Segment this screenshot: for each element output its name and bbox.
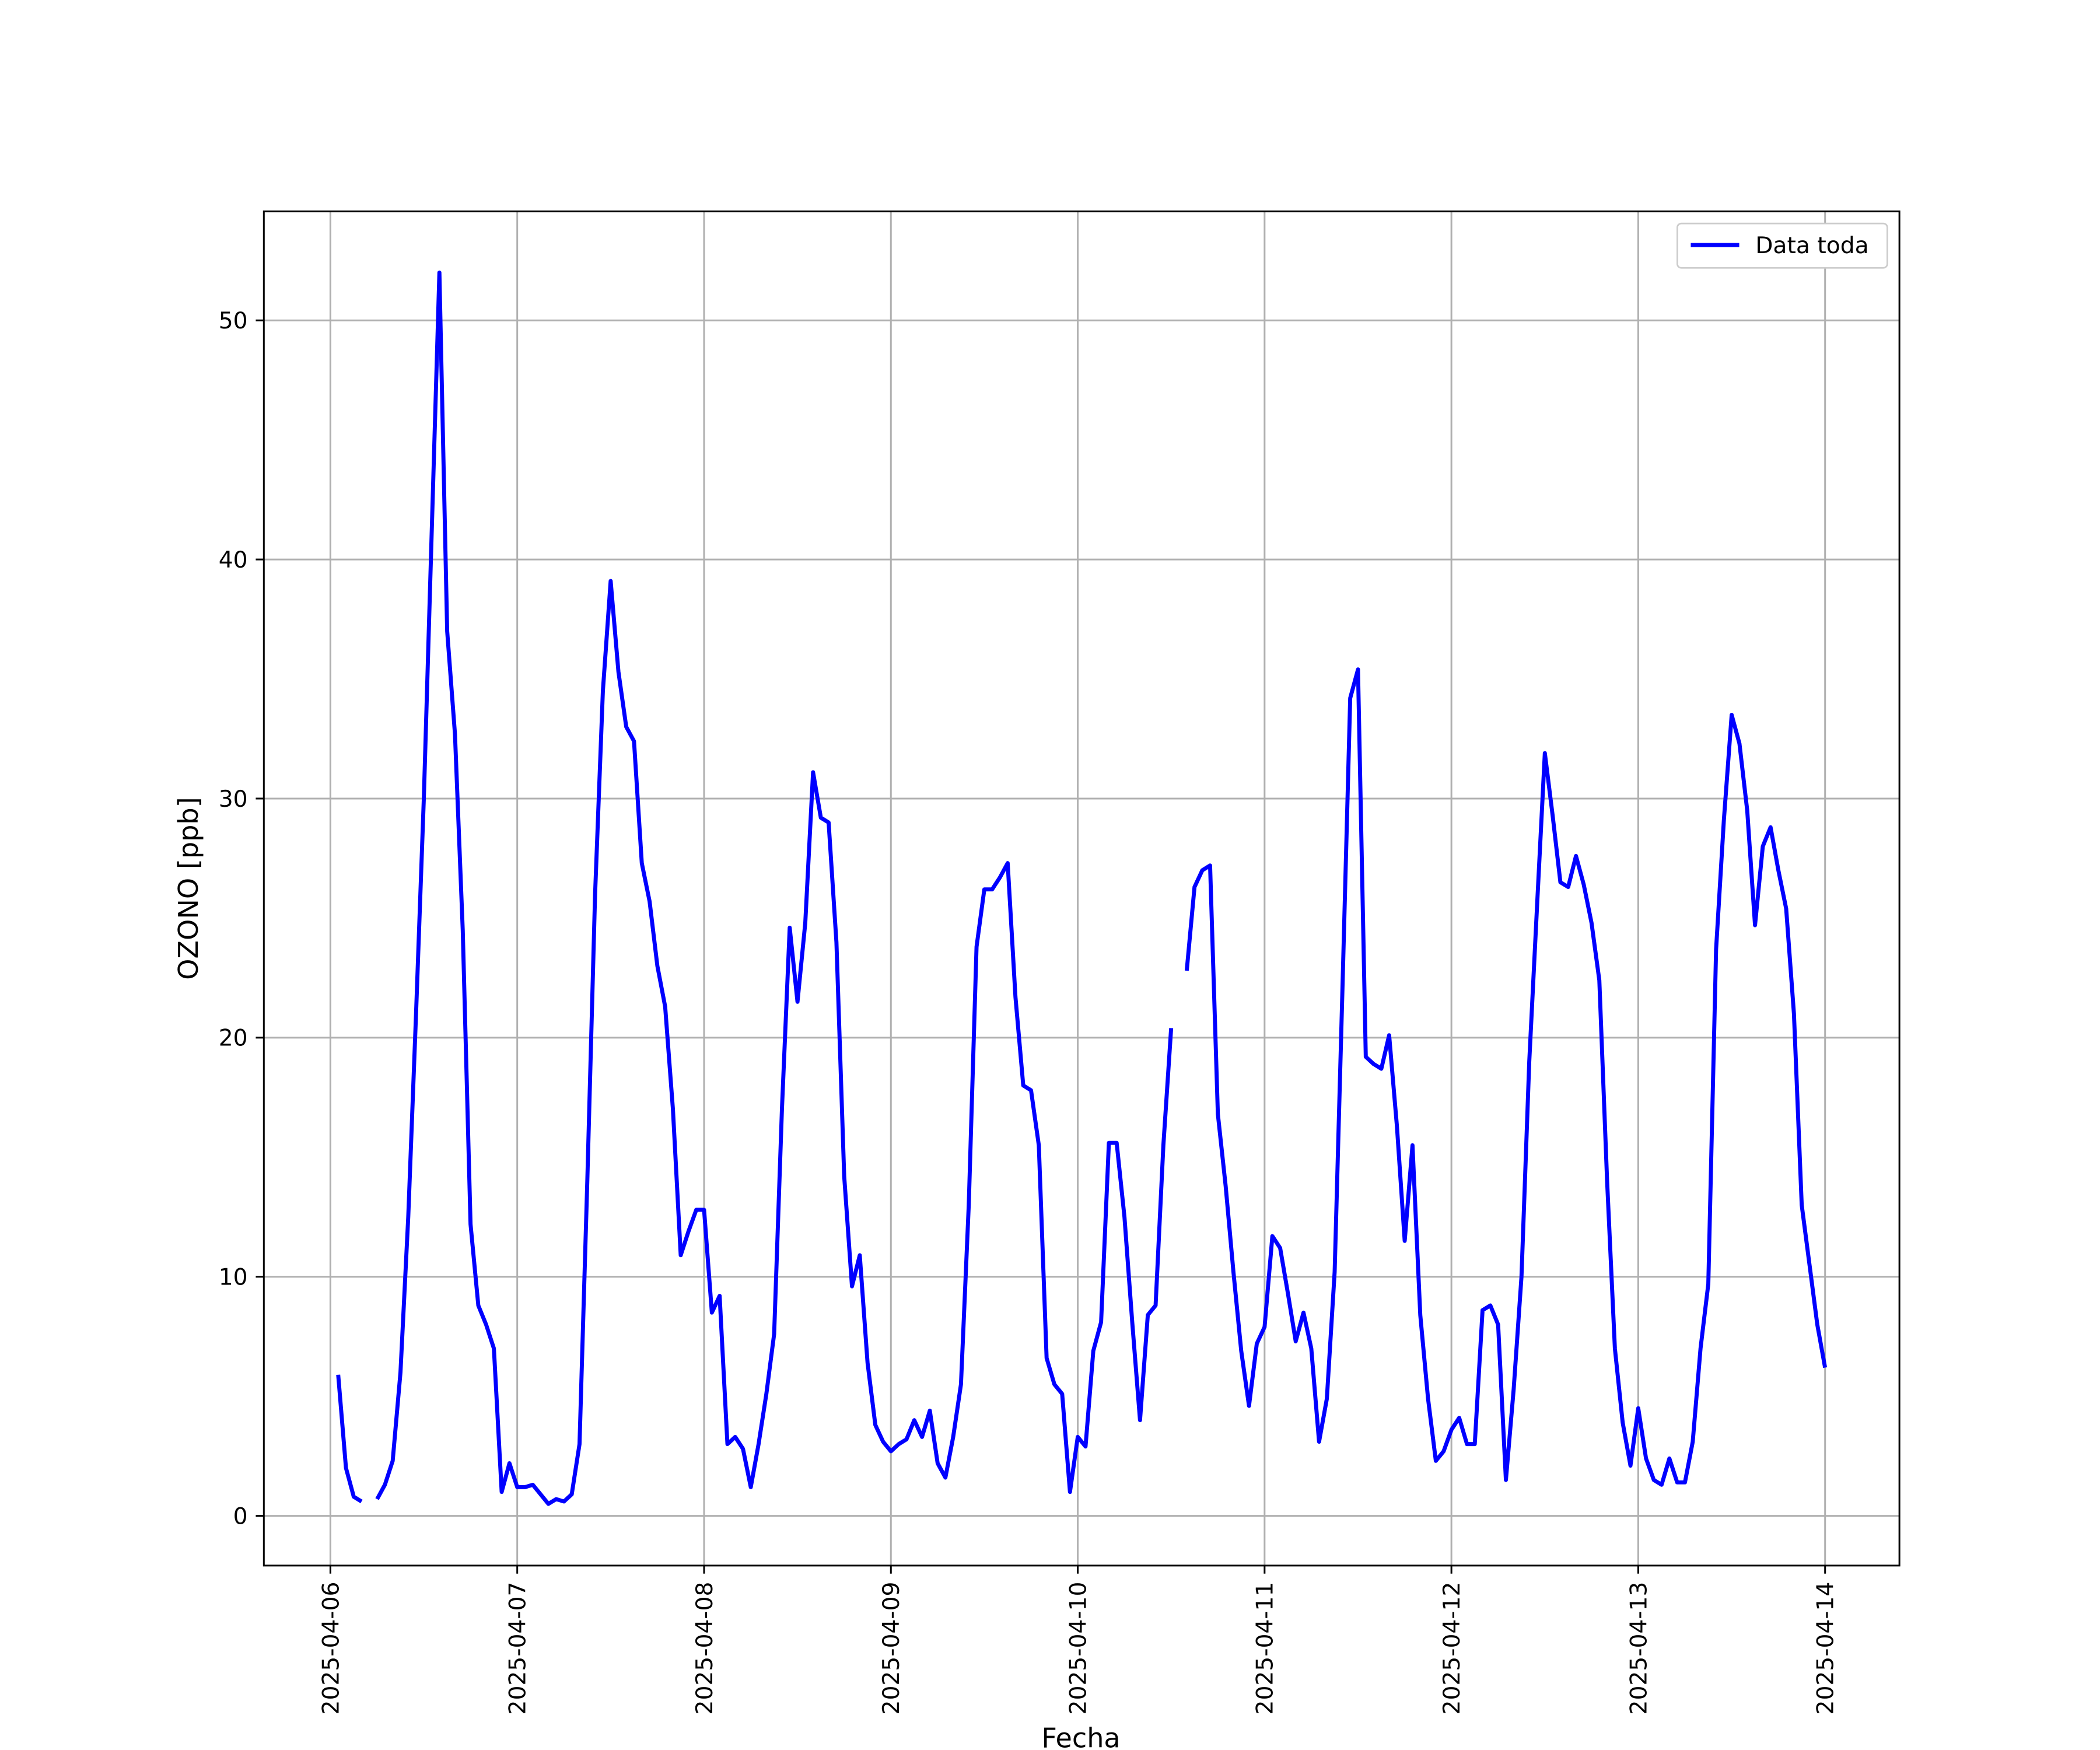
y-tick-label: 20	[219, 1026, 248, 1052]
x-tick-label: 2025-04-10	[1065, 1582, 1091, 1715]
x-tick-label: 2025-04-07	[505, 1582, 531, 1715]
plot-area	[264, 211, 1900, 1566]
legend-box	[1676, 222, 1888, 269]
y-tick-label: 30	[219, 786, 248, 813]
y-axis-label: OZONO [ppb]	[173, 797, 204, 980]
axes-frame	[262, 210, 1901, 1567]
x-tick-label: 2025-04-11	[1252, 1582, 1279, 1715]
y-tick-label: 50	[219, 308, 248, 334]
data-line	[336, 270, 1828, 1506]
y-tick-label: 40	[219, 547, 248, 573]
y-tick-label: 0	[233, 1503, 248, 1530]
x-axis-label: Fecha	[1041, 1722, 1120, 1750]
x-tick-label: 2025-04-12	[1439, 1582, 1465, 1715]
y-tick-label: 10	[219, 1265, 248, 1291]
legend-label: Data toda	[1755, 233, 1868, 259]
x-tick-label: 2025-04-09	[878, 1582, 905, 1715]
x-tick-label: 2025-04-06	[318, 1582, 344, 1715]
x-tick-label: 2025-04-13	[1626, 1582, 1652, 1715]
x-tick-label: 2025-04-08	[692, 1582, 718, 1715]
x-tick-label: 2025-04-14	[1813, 1582, 1839, 1715]
